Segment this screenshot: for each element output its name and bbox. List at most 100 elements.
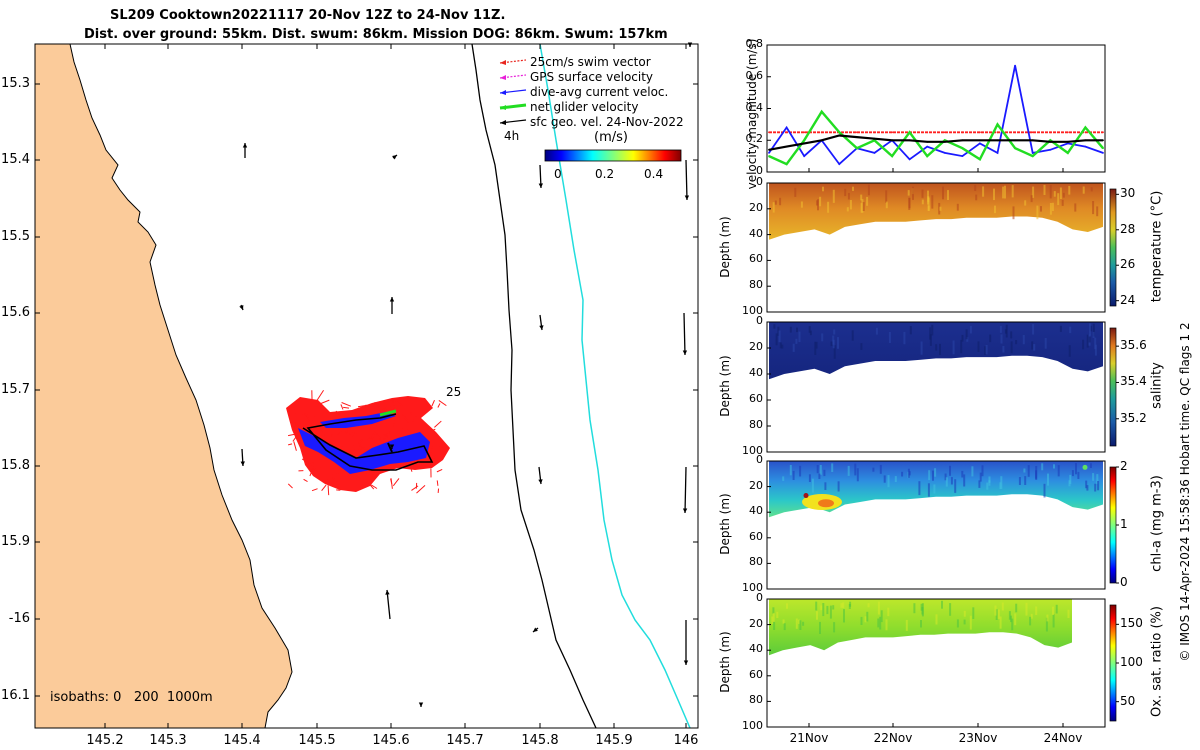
section-y-tick-label: 80 bbox=[749, 418, 763, 431]
swim-vector bbox=[390, 478, 393, 484]
velocity-point bbox=[873, 152, 876, 154]
map-y-tick-label: 15.5 bbox=[1, 229, 30, 244]
section-texture bbox=[833, 329, 836, 335]
section-texture bbox=[846, 207, 849, 212]
velocity-point bbox=[943, 152, 946, 154]
section-texture bbox=[934, 468, 937, 477]
map-y-tick-label: 15.6 bbox=[1, 305, 30, 320]
section-texture bbox=[921, 189, 924, 198]
section-texture bbox=[961, 334, 964, 342]
map-x-ticks bbox=[104, 44, 687, 728]
velocity-point bbox=[1102, 152, 1104, 154]
section-texture bbox=[885, 619, 888, 631]
section-texture bbox=[995, 609, 998, 620]
swim-vector bbox=[291, 424, 296, 429]
section-texture bbox=[837, 481, 840, 492]
section-texture bbox=[1000, 476, 1003, 489]
velocity-point bbox=[768, 152, 770, 154]
swim-vector bbox=[346, 430, 359, 435]
swim-vector bbox=[371, 401, 376, 409]
legend-item-dive: dive-avg current veloc. bbox=[530, 85, 669, 99]
velocity-y-tick-label: 0.4 bbox=[745, 100, 764, 114]
track-marker bbox=[387, 442, 393, 453]
section-texture bbox=[982, 186, 985, 197]
swim-vector bbox=[434, 420, 442, 428]
swim-vector bbox=[358, 448, 369, 452]
velocity-point bbox=[1066, 152, 1069, 154]
swim-vector bbox=[306, 414, 309, 420]
section-texture bbox=[1032, 186, 1035, 198]
section-texture bbox=[920, 620, 922, 628]
velocity-point bbox=[820, 139, 823, 142]
velocity-y-tick-label: 0.8 bbox=[745, 37, 764, 50]
section-texture bbox=[866, 611, 869, 622]
section-texture bbox=[1094, 337, 1097, 350]
section-texture bbox=[1029, 616, 1032, 626]
section-texture bbox=[1004, 185, 1006, 199]
isobath-1000m bbox=[539, 43, 691, 729]
section-texture bbox=[931, 324, 934, 336]
geo-arrowhead bbox=[389, 444, 395, 449]
swim-vector bbox=[330, 473, 339, 477]
section-texture bbox=[829, 605, 832, 619]
section-axes-frame bbox=[766, 182, 1106, 313]
section-texture bbox=[949, 603, 952, 616]
velocity-point bbox=[1102, 131, 1104, 134]
section-texture bbox=[1059, 325, 1062, 332]
section-texture bbox=[932, 470, 934, 481]
colorbar-tick-label: 30 bbox=[1120, 186, 1136, 201]
swim-vector bbox=[293, 441, 297, 451]
swim-vector bbox=[368, 424, 373, 431]
section-texture bbox=[944, 473, 947, 481]
velocity-point bbox=[1084, 145, 1087, 148]
swim-vector bbox=[381, 407, 386, 411]
section-texture bbox=[864, 616, 867, 623]
colorbar-tick-label: 24 bbox=[1120, 292, 1136, 307]
section-texture bbox=[921, 199, 924, 205]
section-texture bbox=[808, 326, 811, 333]
colorbar-tick-label: 26 bbox=[1120, 257, 1136, 272]
velocity-point bbox=[1014, 139, 1016, 142]
section-texture bbox=[978, 480, 981, 488]
swim-vector bbox=[354, 413, 362, 416]
swim-vector bbox=[432, 454, 437, 461]
section-texture bbox=[1022, 335, 1025, 345]
swim-vector bbox=[392, 478, 400, 487]
swim-vector bbox=[411, 485, 419, 491]
velocity-point bbox=[1066, 131, 1069, 134]
velocity-point bbox=[891, 139, 893, 142]
velocity-point bbox=[873, 137, 876, 140]
section-y-tick-label: 40 bbox=[749, 504, 763, 518]
colorbar-label: temperature (°C) bbox=[1149, 190, 1165, 302]
velocity-point bbox=[979, 139, 981, 142]
velocity-point bbox=[856, 147, 858, 150]
swim-vector bbox=[311, 488, 318, 492]
section-texture bbox=[887, 475, 890, 488]
swim-vector bbox=[436, 468, 443, 473]
section-texture bbox=[773, 622, 776, 630]
section-texture bbox=[1032, 324, 1035, 335]
section-texture bbox=[938, 202, 941, 215]
velocity-point bbox=[961, 131, 964, 134]
velocity-point bbox=[891, 155, 893, 158]
section-texture bbox=[999, 325, 1002, 333]
section-texture bbox=[1044, 338, 1047, 349]
colorbar-unit: (m/s) bbox=[594, 130, 628, 145]
swim-vector bbox=[360, 443, 364, 449]
geo-arrowhead bbox=[533, 627, 538, 632]
section-texture bbox=[794, 187, 797, 197]
section-texture bbox=[905, 619, 908, 631]
swim-vector bbox=[435, 445, 443, 449]
velocity-point bbox=[785, 145, 788, 148]
section-texture bbox=[1010, 615, 1012, 623]
section-texture bbox=[1002, 186, 1005, 199]
section-texture bbox=[860, 194, 863, 201]
swim-vector bbox=[343, 406, 350, 409]
swim-vector bbox=[381, 426, 384, 437]
map-y-ticks bbox=[35, 83, 698, 697]
section-texture bbox=[985, 345, 988, 355]
section-texture bbox=[811, 478, 814, 493]
section-texture bbox=[818, 473, 821, 479]
swim-vector-field bbox=[286, 396, 450, 492]
section-texture bbox=[772, 612, 775, 622]
